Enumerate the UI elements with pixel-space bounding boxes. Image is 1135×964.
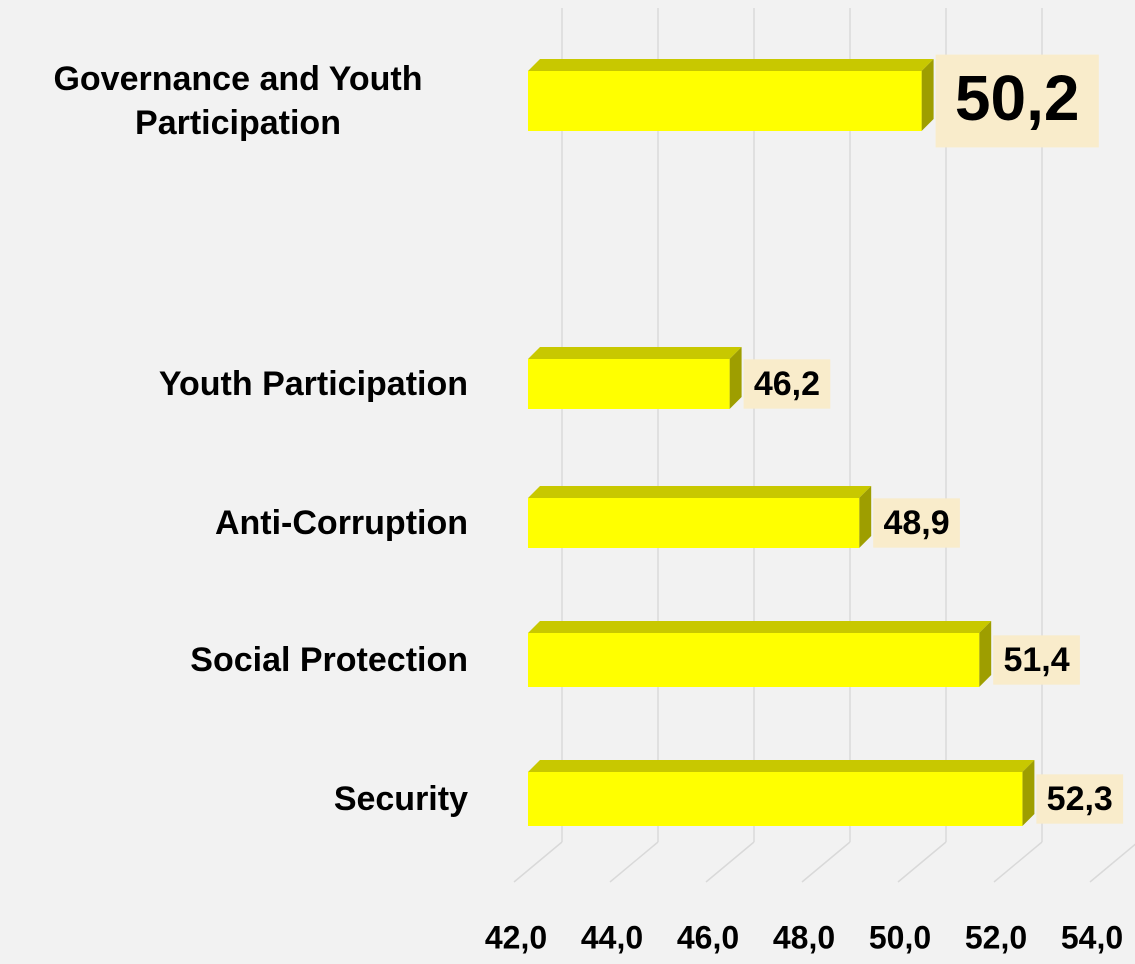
bar-side <box>859 486 872 548</box>
bar-top <box>528 760 1035 772</box>
grid-floor-line <box>705 841 755 883</box>
value-label-box <box>743 359 831 409</box>
bar-side <box>921 59 934 131</box>
bar-top <box>528 621 992 633</box>
value-label-box <box>935 54 1099 148</box>
grid-floor-line <box>897 841 947 883</box>
value-label: 51,4 <box>1003 641 1069 679</box>
bar-front <box>528 359 730 409</box>
y-tick-label: Social Protection <box>190 641 468 679</box>
value-label: 50,2 <box>955 62 1080 134</box>
grid-floor-line <box>513 841 563 883</box>
value-label-box <box>873 498 960 548</box>
bar <box>528 621 992 687</box>
bar-side <box>729 347 742 409</box>
bar-top <box>528 486 872 498</box>
x-tick-label: 52,0 <box>965 919 1027 955</box>
x-tick-label: 46,0 <box>677 919 739 955</box>
y-tick-label: Anti-Corruption <box>214 504 468 542</box>
y-tick-label: Security <box>333 780 468 818</box>
bar-top <box>528 347 742 359</box>
bar-front <box>528 772 1023 826</box>
grid-floor-line <box>609 841 659 883</box>
value-label: 48,9 <box>883 504 949 542</box>
bar-top <box>528 59 934 71</box>
bar-front <box>528 498 860 548</box>
x-tick-label: 50,0 <box>869 919 931 955</box>
bar <box>528 347 742 409</box>
grid-floor-line <box>1089 843 1135 883</box>
bar-front <box>528 71 922 131</box>
value-label-box <box>993 635 1080 685</box>
x-tick-label: 54,0 <box>1061 919 1123 955</box>
y-tick-label: Governance and Youth Participation <box>53 60 423 142</box>
bar-side <box>979 621 992 687</box>
bar-side <box>1022 760 1035 826</box>
value-label-box <box>1036 774 1124 824</box>
grid-floor-line <box>993 841 1043 883</box>
x-tick-label: 44,0 <box>581 919 643 955</box>
value-label: 46,2 <box>754 365 820 403</box>
bar <box>528 59 934 131</box>
x-tick-label: 48,0 <box>773 919 835 955</box>
x-tick-label: 42,0 <box>485 919 547 955</box>
bar <box>528 760 1035 826</box>
y-tick-label: Youth Participation <box>158 365 468 403</box>
bar <box>528 486 872 548</box>
value-label: 52,3 <box>1047 780 1113 818</box>
grid-floor-line <box>801 841 851 883</box>
bar-front <box>528 633 980 687</box>
